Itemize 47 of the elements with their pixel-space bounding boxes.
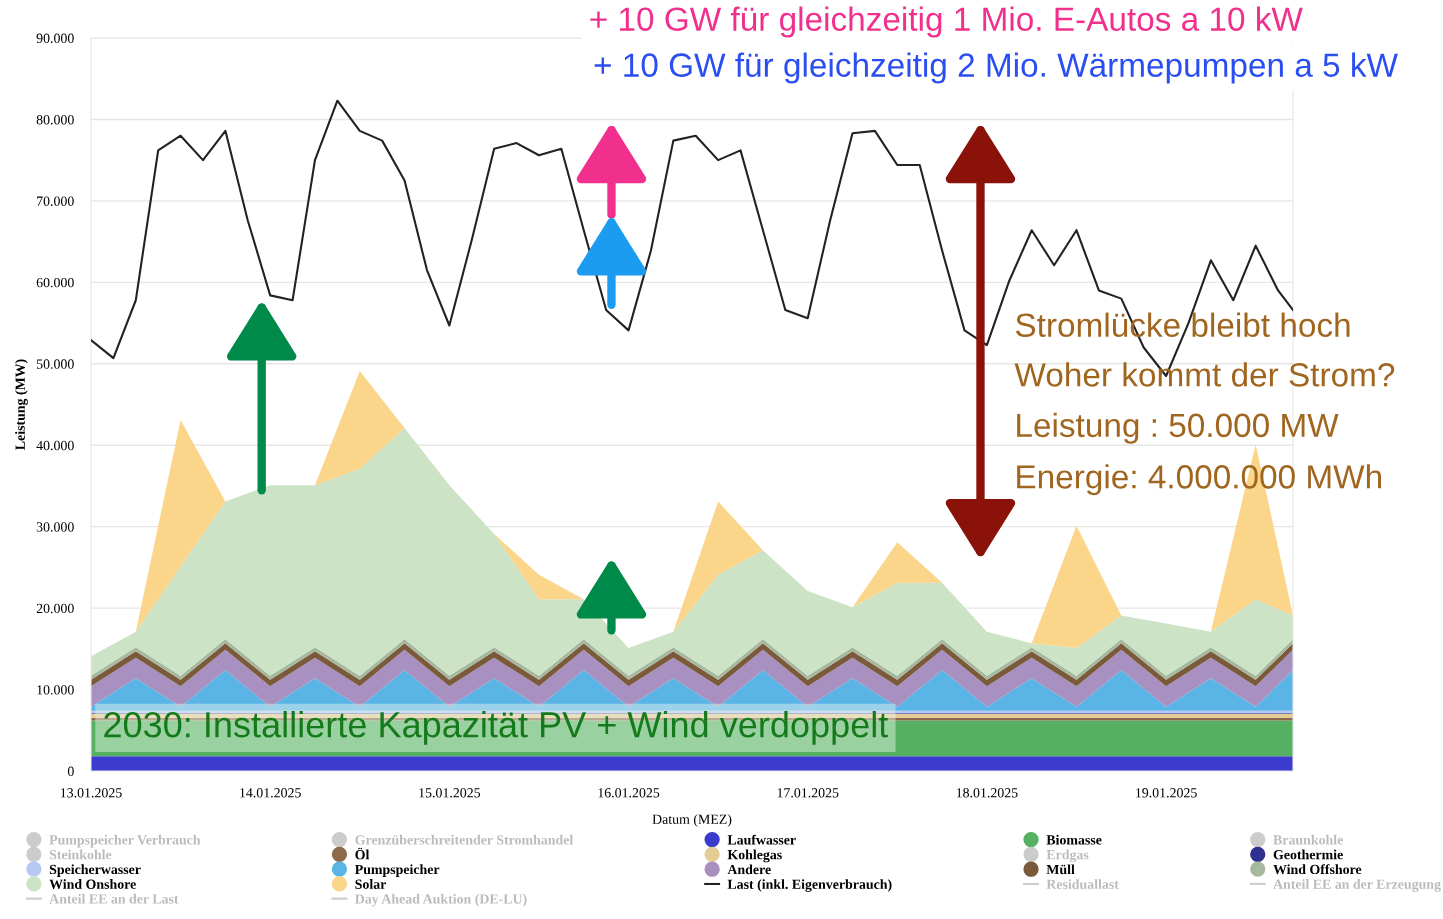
y-tick-label: 80.000 [36, 115, 74, 125]
annotation: + 10 GW für gleichzeitig 2 Mio. Wärmepumpen a 5 kW [594, 52, 1398, 84]
y-tick-label: 10.000 [37, 685, 74, 695]
text: + 10 GW für gleichzeitig 1 Mio. E-Autos a 10 kW [590, 6, 1303, 38]
legend-label: Anteil EE an der Last [49, 893, 179, 904]
legend-label: Müll [1046, 864, 1075, 875]
legend-label: Kohlegas [727, 849, 782, 863]
legend-label: Solar [355, 879, 387, 889]
y-tick-label: 20.000 [36, 603, 74, 614]
legend-label: Grenzüberschreitender Stromhandel [355, 834, 573, 845]
x-tick-label: 18.01.2025 [956, 788, 1018, 798]
legend-label: Pumpspeicher Verbrauch [49, 834, 201, 848]
annotation: 2030: Installierte Kapazität PV + Wind verdoppelt [104, 711, 889, 745]
legend-label: Anteil EE an der Erzeugung [1273, 879, 1441, 892]
y-tick-label: 40.000 [36, 440, 74, 451]
legend-label: Andere [727, 864, 771, 875]
y-tick-label: 30.000 [36, 522, 74, 532]
y-tick-label: 60.000 [36, 277, 74, 288]
annotation: Energie: 4.000.000 MWh [1017, 464, 1381, 496]
legend-label: Geothermie [1273, 849, 1343, 860]
legend-label: Residuallast [1046, 879, 1119, 890]
y-tick-label: 70.000 [37, 196, 74, 206]
x-tick-label: 14.01.2025 [240, 788, 301, 798]
legend-label: Day Ahead Auktion (DE-LU) [354, 893, 527, 907]
legend-label: Braunkohle [1273, 834, 1343, 845]
x-tick-label: 16.01.2025 [598, 788, 660, 798]
legend-label: Wind Offshore [1273, 864, 1362, 875]
x-axis-title: Datum (MEZ) [652, 814, 732, 827]
x-tick-label: 13.01.2025 [60, 788, 122, 798]
y-axis-title: Leistung (MW) [15, 359, 28, 450]
legend-label: Speicherwasser [49, 864, 141, 877]
legend-label: Laufwasser [727, 834, 796, 845]
legend-label: Wind Onshore [49, 879, 136, 889]
legend-label: Öl [355, 847, 370, 860]
annotation: Leistung : 50.000 MW [1017, 412, 1339, 444]
y-tick-label: 0 [67, 766, 74, 776]
legend-label: Last (inkl. Eigenverbrauch) [727, 879, 892, 892]
y-tick-label: 90.000 [36, 33, 74, 44]
y-tick-label: 50.000 [36, 359, 74, 369]
x-tick-label: 15.01.2025 [419, 788, 481, 798]
legend-label: Biomasse [1046, 834, 1102, 845]
x-tick-label: 17.01.2025 [777, 788, 839, 798]
annotation: Woher kommt der Strom? [1014, 362, 1395, 387]
legend-label: Pumpspeicher [354, 864, 440, 877]
legend-label: Erdgas [1046, 849, 1089, 863]
legend-label: Steinkohle [49, 849, 112, 860]
x-tick-label: 19.01.2025 [1136, 788, 1197, 798]
